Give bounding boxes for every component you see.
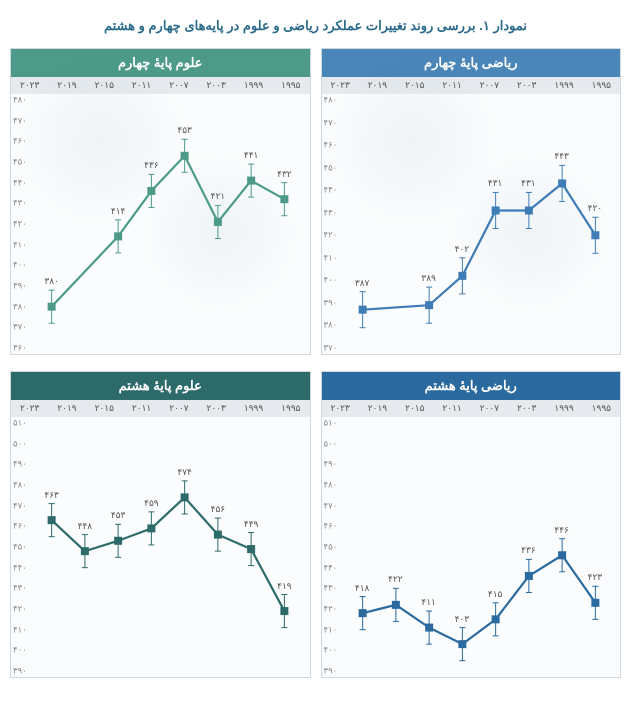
year-label: ۲۰۱۹ <box>48 403 85 414</box>
year-label: ۲۰۰۷ <box>160 403 197 414</box>
plot-sci8: ۵۱۰۵۰۰۴۹۰۴۸۰۴۷۰۴۶۰۴۵۰۴۴۰۴۳۰۴۲۰۴۱۰۴۰۰۳۹۰۴… <box>11 417 310 677</box>
year-label: ۱۹۹۵ <box>272 403 309 414</box>
year-label: ۲۰۲۳ <box>11 403 48 414</box>
year-label: ۲۰۱۵ <box>86 80 123 91</box>
xaxis-sci4: ۱۹۹۵۱۹۹۹۲۰۰۳۲۰۰۷۲۰۱۱۲۰۱۵۲۰۱۹۲۰۲۳ <box>11 77 310 94</box>
year-label: ۲۰۰۳ <box>508 403 545 414</box>
panel-title-math8: ریاضی پایۀ هشتم <box>322 372 621 400</box>
year-label: ۲۰۲۳ <box>322 80 359 91</box>
year-label: ۲۰۲۳ <box>322 403 359 414</box>
plot-math4: ۴۸۰۴۷۰۴۶۰۴۵۰۴۴۰۴۳۰۴۲۰۴۱۰۴۰۰۳۹۰۳۸۰۳۷۰۳۸۷۳… <box>322 94 621 354</box>
page-title: نمودار ۱. بررسی روند تغییرات عملکرد ریاض… <box>10 18 621 34</box>
year-label: ۲۰۱۱ <box>123 403 160 414</box>
xaxis-sci8: ۱۹۹۵۱۹۹۹۲۰۰۳۲۰۰۷۲۰۱۱۲۰۱۵۲۰۱۹۲۰۲۳ <box>11 400 310 417</box>
year-label: ۲۰۰۳ <box>508 80 545 91</box>
year-label: ۲۰۲۳ <box>11 80 48 91</box>
year-label: ۲۰۱۵ <box>396 80 433 91</box>
year-label: ۲۰۱۱ <box>123 80 160 91</box>
panel-sci4: علوم پایۀ چهارم ۱۹۹۵۱۹۹۹۲۰۰۳۲۰۰۷۲۰۱۱۲۰۱۵… <box>10 48 311 355</box>
year-label: ۲۰۱۱ <box>433 80 470 91</box>
panel-title-sci4: علوم پایۀ چهارم <box>11 49 310 77</box>
year-label: ۱۹۹۹ <box>235 80 272 91</box>
xaxis-math8: ۱۹۹۵۱۹۹۹۲۰۰۳۲۰۰۷۲۰۱۱۲۰۱۵۲۰۱۹۲۰۲۳ <box>322 400 621 417</box>
panel-title-sci8: علوم پایۀ هشتم <box>11 372 310 400</box>
year-label: ۱۹۹۵ <box>272 80 309 91</box>
year-label: ۱۹۹۵ <box>583 80 620 91</box>
year-label: ۲۰۰۳ <box>198 80 235 91</box>
year-label: ۲۰۰۷ <box>471 80 508 91</box>
year-label: ۲۰۱۵ <box>396 403 433 414</box>
plot-math8: ۵۱۰۵۰۰۴۹۰۴۸۰۴۷۰۴۶۰۴۵۰۴۴۰۴۳۰۴۲۰۴۱۰۴۰۰۳۹۰۴… <box>322 417 621 677</box>
year-label: ۱۹۹۹ <box>235 403 272 414</box>
panel-math8: ریاضی پایۀ هشتم ۱۹۹۵۱۹۹۹۲۰۰۳۲۰۰۷۲۰۱۱۲۰۱۵… <box>321 371 622 678</box>
row-grade8: ریاضی پایۀ هشتم ۱۹۹۵۱۹۹۹۲۰۰۳۲۰۰۷۲۰۱۱۲۰۱۵… <box>10 371 621 678</box>
year-label: ۲۰۱۱ <box>433 403 470 414</box>
year-label: ۱۹۹۹ <box>545 80 582 91</box>
plot-sci4: ۴۸۰۴۷۰۴۶۰۴۵۰۴۴۰۴۳۰۴۲۰۴۱۰۴۰۰۳۹۰۳۸۰۳۷۰۳۶۰۳… <box>11 94 310 354</box>
year-label: ۲۰۱۹ <box>359 80 396 91</box>
year-label: ۲۰۱۵ <box>86 403 123 414</box>
panel-sci8: علوم پایۀ هشتم ۱۹۹۵۱۹۹۹۲۰۰۳۲۰۰۷۲۰۱۱۲۰۱۵۲… <box>10 371 311 678</box>
year-label: ۲۰۱۹ <box>48 80 85 91</box>
year-label: ۱۹۹۵ <box>583 403 620 414</box>
year-label: ۱۹۹۹ <box>545 403 582 414</box>
year-label: ۲۰۰۳ <box>198 403 235 414</box>
row-grade4: ریاضی پایۀ چهارم ۱۹۹۵۱۹۹۹۲۰۰۳۲۰۰۷۲۰۱۱۲۰۱… <box>10 48 621 355</box>
year-label: ۲۰۱۹ <box>359 403 396 414</box>
xaxis-math4: ۱۹۹۵۱۹۹۹۲۰۰۳۲۰۰۷۲۰۱۱۲۰۱۵۲۰۱۹۲۰۲۳ <box>322 77 621 94</box>
panel-title-math4: ریاضی پایۀ چهارم <box>322 49 621 77</box>
panel-math4: ریاضی پایۀ چهارم ۱۹۹۵۱۹۹۹۲۰۰۳۲۰۰۷۲۰۱۱۲۰۱… <box>321 48 622 355</box>
year-label: ۲۰۰۷ <box>160 80 197 91</box>
year-label: ۲۰۰۷ <box>471 403 508 414</box>
